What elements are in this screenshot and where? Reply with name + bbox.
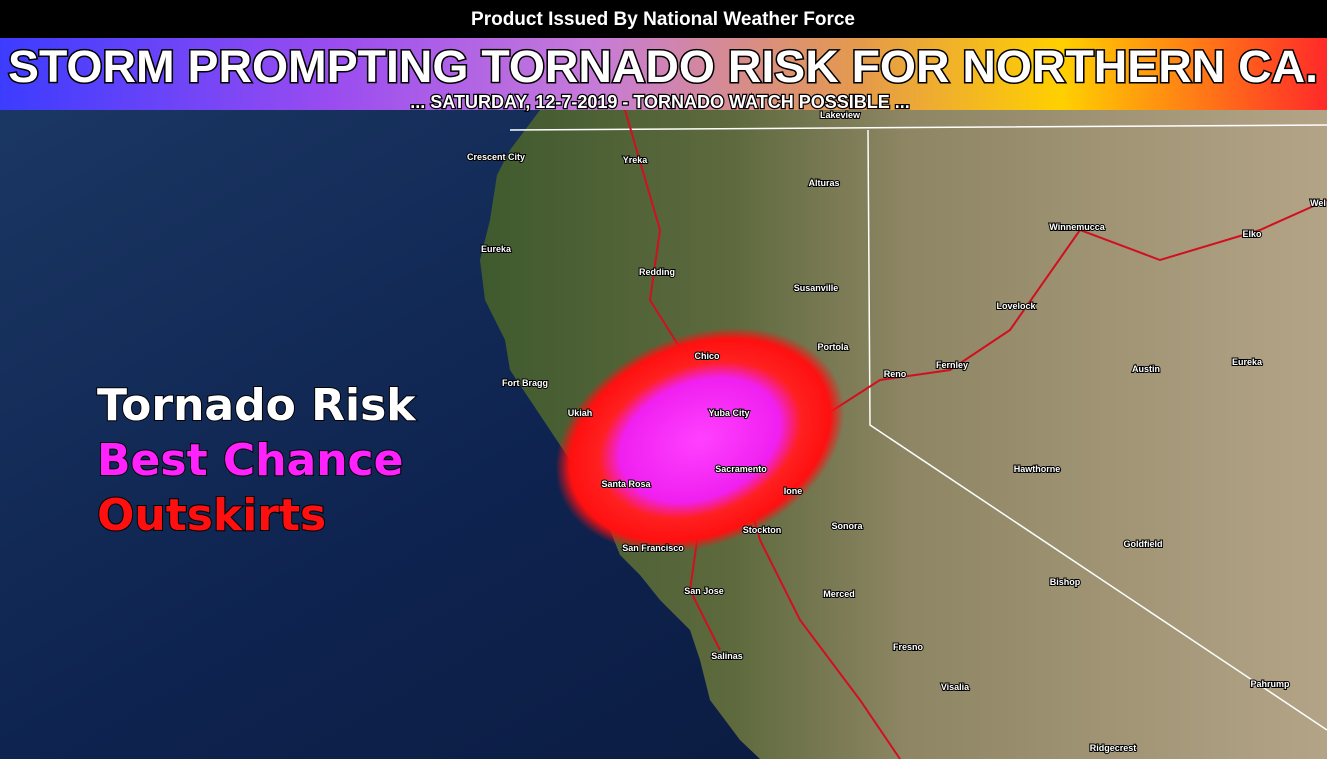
city-label: Lakeview — [820, 110, 861, 120]
risk-area — [555, 327, 845, 553]
legend-title: Tornado Risk — [97, 380, 417, 431]
city-label: Wel — [1310, 198, 1326, 208]
city-label: Eureka — [1232, 357, 1263, 367]
city-label: Yreka — [623, 155, 649, 165]
city-label: Salinas — [711, 651, 743, 661]
city-label: Sonora — [831, 521, 863, 531]
city-label: Susanville — [794, 283, 839, 293]
city-label: Chico — [694, 351, 720, 361]
city-label: Eureka — [481, 244, 512, 254]
city-label: Fort Bragg — [502, 378, 548, 388]
city-label: Yuba City — [708, 408, 749, 418]
legend-item: Outskirts — [97, 490, 326, 541]
city-label: Goldfield — [1124, 539, 1163, 549]
city-label: Ione — [784, 486, 803, 496]
state-lines — [509, 124, 1327, 731]
legend-item: Best Chance — [97, 435, 403, 486]
city-label: Reno — [884, 369, 907, 379]
city-label: Crescent City — [467, 152, 525, 162]
city-label: Hawthorne — [1014, 464, 1061, 474]
city-label: Visalia — [941, 682, 970, 692]
city-label: San Jose — [684, 586, 724, 596]
title-band — [0, 38, 1327, 110]
city-label: Redding — [639, 267, 675, 277]
city-label: Bishop — [1050, 577, 1081, 587]
city-label: Pahrump — [1250, 679, 1290, 689]
city-label: Alturas — [808, 178, 839, 188]
city-label: Elko — [1242, 229, 1262, 239]
city-label: Ukiah — [568, 408, 593, 418]
city-label: Lovelock — [996, 301, 1036, 311]
city-label: Portola — [817, 342, 849, 352]
city-label: Santa Rosa — [601, 479, 651, 489]
city-label: Fresno — [893, 642, 924, 652]
issuer-bar — [0, 0, 1327, 38]
subtitle: ... SATURDAY, 12-7-2019 - TORNADO WATCH … — [410, 92, 909, 112]
land — [480, 110, 1327, 759]
city-label: Austin — [1132, 364, 1160, 374]
city-label: Ridgecrest — [1090, 743, 1137, 753]
city-label: Stockton — [743, 525, 782, 535]
city-label: Sacramento — [715, 464, 767, 474]
city-label: Winnemucca — [1049, 222, 1105, 232]
cities: Lakeview Crescent City Yreka Alturas Eur… — [466, 109, 1327, 754]
city-label: San Francisco — [622, 543, 684, 553]
city-label: Merced — [823, 589, 855, 599]
city-label: Fernley — [936, 360, 968, 370]
title: STORM PROMPTING TORNADO RISK FOR NORTHER… — [8, 41, 1318, 92]
issuer: Product Issued By National Weather Force — [471, 9, 855, 30]
